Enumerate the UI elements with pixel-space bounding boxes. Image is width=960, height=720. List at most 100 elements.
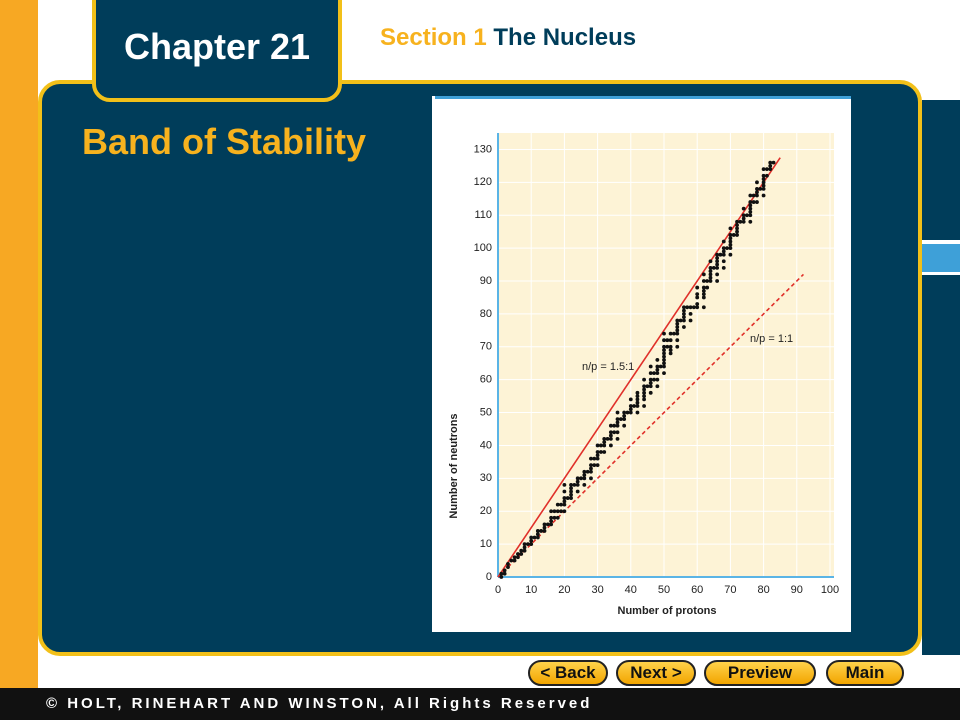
x-axis-label: Number of protons (618, 605, 717, 617)
point (545, 522, 550, 527)
point (672, 331, 676, 336)
point (615, 423, 620, 428)
point (741, 213, 746, 218)
point (589, 456, 593, 461)
point (628, 397, 633, 402)
back-button[interactable]: < Back (528, 660, 608, 686)
point (625, 410, 630, 415)
point (628, 404, 633, 408)
point (519, 548, 524, 553)
point (728, 226, 733, 231)
reference-line (497, 273, 805, 578)
point (708, 259, 713, 264)
point (725, 246, 729, 251)
point (602, 440, 607, 445)
y-tick-label: 80 (480, 308, 492, 320)
x-tick-label: 0 (495, 584, 501, 596)
point (668, 344, 673, 349)
point (715, 265, 720, 270)
point (748, 213, 753, 218)
point (562, 509, 567, 514)
point (738, 219, 743, 224)
point (635, 400, 640, 405)
point (512, 555, 517, 560)
reference-line (497, 157, 781, 578)
point (768, 167, 773, 172)
point (535, 532, 540, 537)
point (555, 509, 560, 514)
point (735, 226, 739, 231)
point (695, 302, 700, 306)
point (662, 371, 666, 375)
point (728, 239, 733, 244)
point (701, 288, 706, 293)
x-tick-label: 20 (558, 584, 570, 596)
point (602, 450, 607, 454)
point (642, 390, 646, 395)
point (595, 456, 600, 461)
point (615, 410, 620, 415)
point (612, 430, 617, 435)
point (741, 206, 746, 211)
point (595, 443, 600, 448)
reference-line-label: n/p = 1.5:1 (582, 361, 634, 373)
point (519, 552, 524, 556)
point (648, 381, 653, 385)
point (655, 384, 660, 389)
main-button[interactable]: Main (826, 660, 904, 686)
point (771, 160, 776, 165)
point (549, 522, 554, 527)
preview-button[interactable]: Preview (704, 660, 816, 686)
point (589, 466, 593, 471)
chapter-label: Chapter 21 (123, 26, 311, 67)
point (516, 555, 520, 560)
point (648, 364, 653, 369)
point (535, 529, 540, 533)
point (761, 173, 766, 178)
point (682, 305, 686, 310)
point (728, 246, 733, 251)
x-tick-label: 10 (525, 584, 537, 596)
point (542, 525, 547, 530)
point (589, 476, 593, 481)
point (632, 404, 637, 408)
next-button[interactable]: Next > (616, 660, 696, 686)
point (648, 377, 653, 382)
point (579, 476, 583, 481)
point (691, 305, 696, 310)
side-strip (922, 244, 960, 272)
point (582, 473, 587, 477)
point (721, 252, 726, 257)
point (735, 233, 739, 237)
point (622, 413, 627, 418)
section-heading: Section 1 The Nucleus (380, 24, 636, 52)
point (506, 565, 510, 570)
point (569, 492, 573, 497)
section-title: The Nucleus (493, 24, 637, 51)
point (615, 430, 620, 435)
chart-border (435, 96, 851, 99)
x-tick-label: 30 (591, 584, 603, 596)
point (509, 558, 514, 563)
point (542, 522, 547, 527)
point (675, 338, 680, 343)
point (728, 252, 733, 257)
point (751, 193, 756, 198)
point (768, 163, 773, 168)
point (748, 193, 753, 198)
point (595, 450, 600, 454)
point (662, 354, 666, 359)
point (642, 377, 646, 382)
point (655, 358, 660, 362)
plot-area (498, 133, 834, 577)
point (575, 476, 580, 481)
point (662, 364, 666, 369)
point (668, 331, 673, 336)
point (741, 216, 746, 221)
point (715, 262, 720, 267)
point (748, 219, 753, 224)
point (708, 269, 713, 274)
y-axis-label: Number of neutrons (448, 413, 460, 518)
chapter-tab (92, 0, 342, 102)
